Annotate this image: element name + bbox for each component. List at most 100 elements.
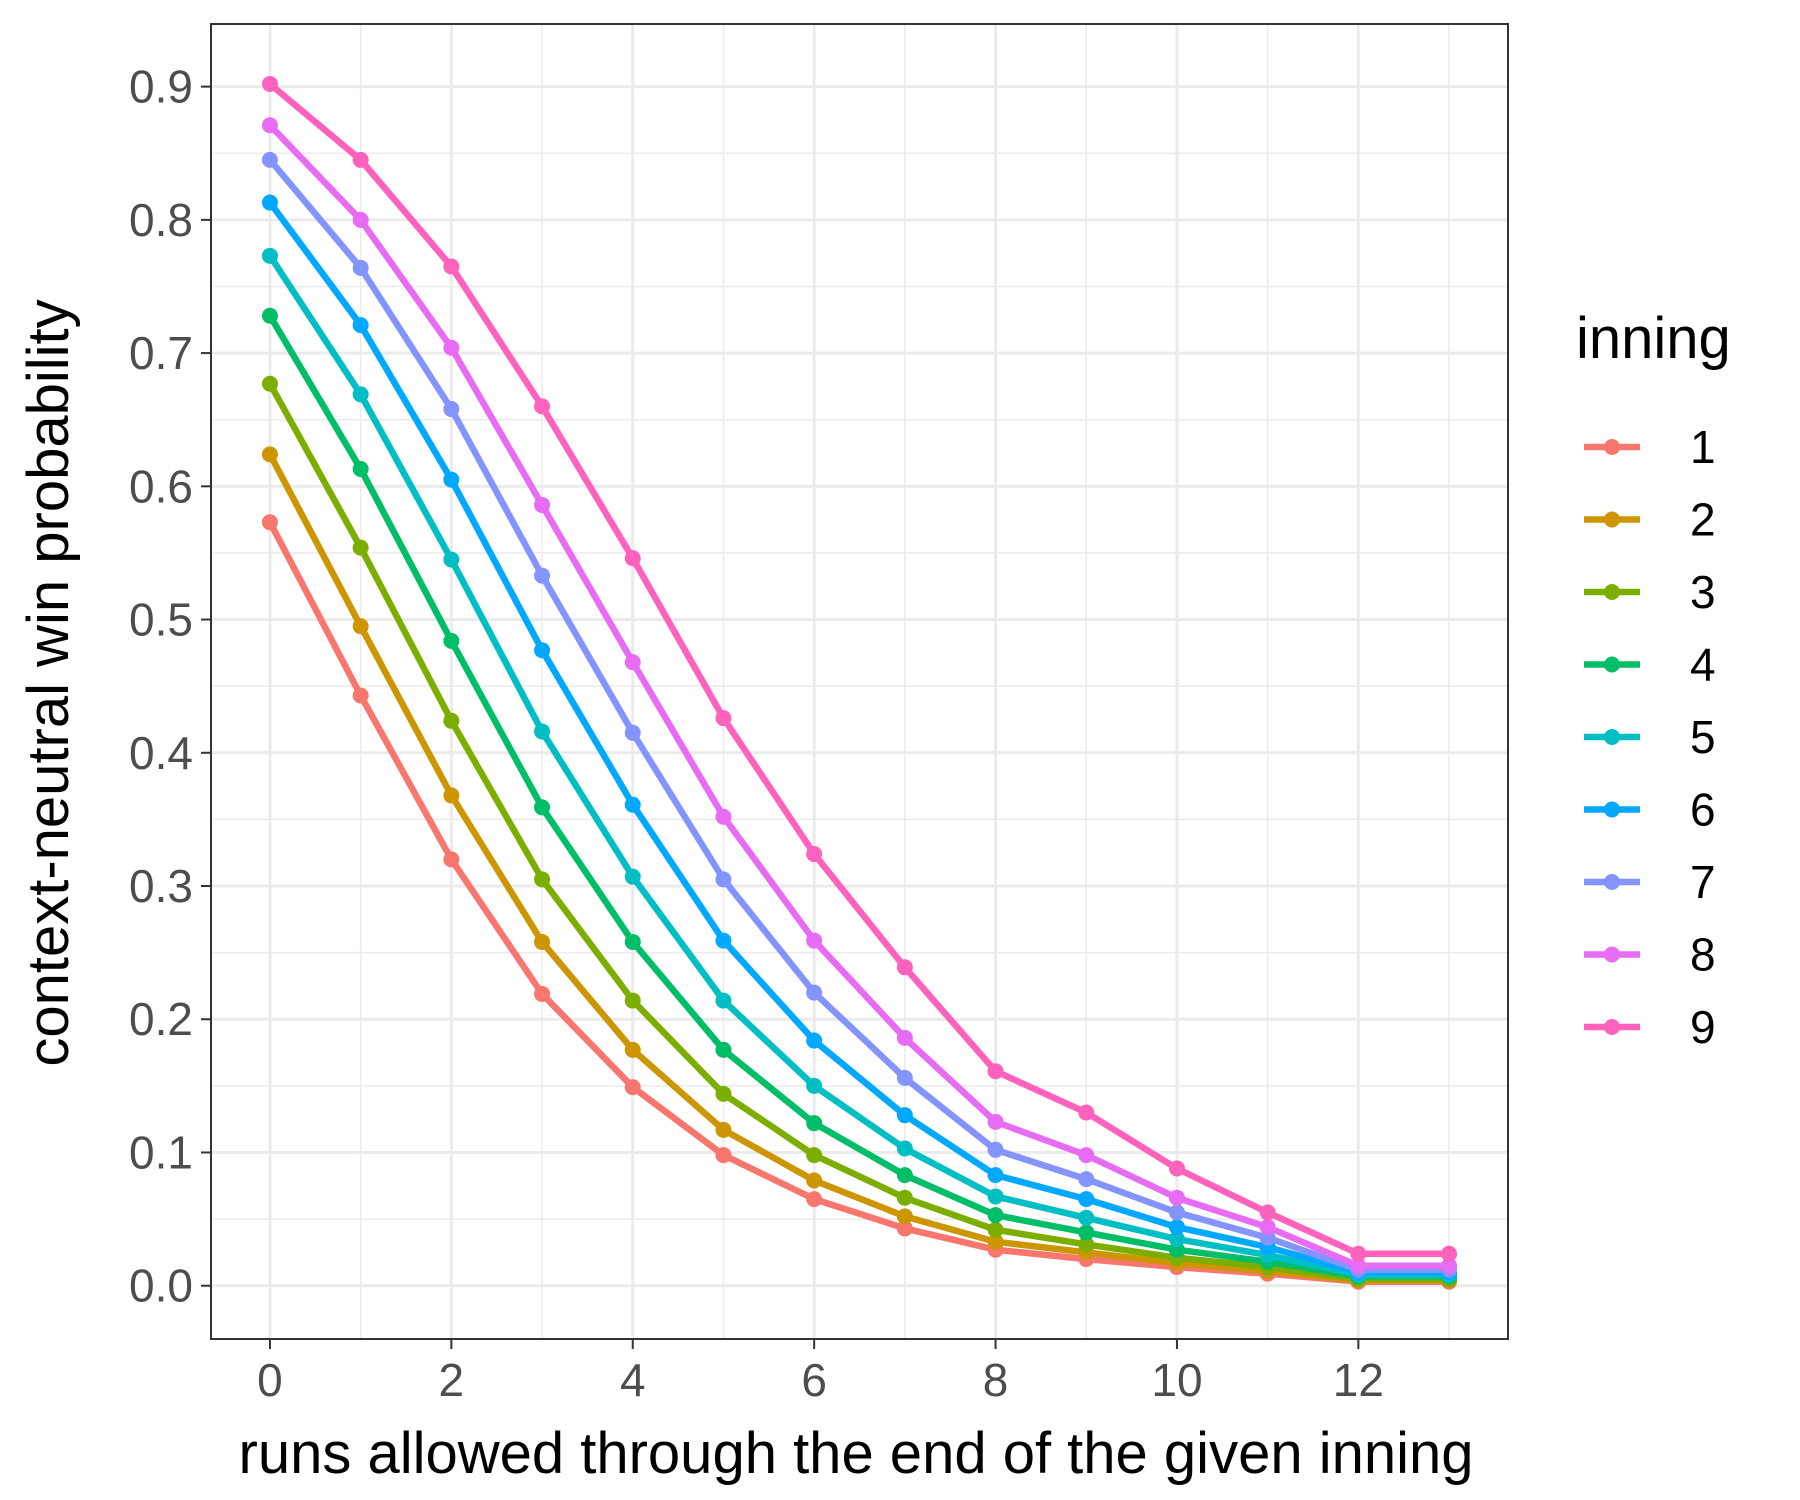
data-point <box>1441 1245 1458 1262</box>
data-point <box>624 654 641 671</box>
y-tick-label: 0.3 <box>129 860 193 912</box>
data-point <box>534 567 551 584</box>
legend-label: 3 <box>1690 566 1716 618</box>
data-point <box>806 932 823 949</box>
data-point <box>896 959 913 976</box>
data-point <box>806 1147 823 1164</box>
data-point <box>352 460 369 477</box>
data-point <box>624 796 641 813</box>
data-point <box>987 1167 1004 1184</box>
data-point <box>987 1233 1004 1250</box>
data-point <box>534 799 551 816</box>
data-point <box>261 151 278 168</box>
data-point <box>1259 1219 1276 1236</box>
series-line <box>266 80 1453 1257</box>
data-point <box>806 846 823 863</box>
x-tick-label: 10 <box>1151 1354 1202 1406</box>
data-point <box>1078 1171 1095 1188</box>
legend-item-8: 8 <box>1584 929 1716 981</box>
y-tick-label: 0.7 <box>129 327 193 379</box>
legend-label: 9 <box>1690 1001 1716 1053</box>
legend-item-2: 2 <box>1584 494 1716 546</box>
data-point <box>443 471 460 488</box>
series-line <box>266 199 1453 1276</box>
data-point <box>715 992 732 1009</box>
data-point <box>534 871 551 888</box>
data-point <box>624 992 641 1009</box>
data-point <box>352 317 369 334</box>
series-line <box>266 312 1453 1280</box>
data-point <box>896 1069 913 1086</box>
data-point <box>261 117 278 134</box>
data-point <box>534 398 551 415</box>
x-tick-label: 0 <box>257 1354 283 1406</box>
data-point <box>352 687 369 704</box>
data-point <box>896 1189 913 1206</box>
legend-key-point <box>1604 656 1620 673</box>
series-line <box>266 122 1453 1269</box>
data-point <box>896 1107 913 1124</box>
legend-label: 8 <box>1690 929 1716 981</box>
legend: inning 1 2 3 4 5 6 7 8 9 <box>1576 306 1731 1053</box>
data-point <box>1078 1224 1095 1241</box>
data-point <box>534 642 551 659</box>
series-line <box>266 380 1453 1283</box>
data-point <box>534 985 551 1002</box>
data-point <box>624 1079 641 1096</box>
series-line <box>266 252 1453 1279</box>
y-tick-label: 0.9 <box>129 61 193 113</box>
data-point <box>1168 1219 1185 1236</box>
data-point <box>1168 1231 1185 1248</box>
y-axis-title: context-neutral win probability <box>16 299 81 1066</box>
x-tick-label: 4 <box>620 1354 646 1406</box>
y-tick-label: 0.0 <box>129 1260 193 1312</box>
legend-key-point <box>1604 1019 1620 1035</box>
data-point <box>715 871 732 888</box>
data-point <box>1078 1209 1095 1226</box>
data-point <box>443 551 460 568</box>
data-point <box>443 851 460 868</box>
data-point <box>987 1188 1004 1205</box>
y-tick-label: 0.5 <box>129 594 193 646</box>
data-point <box>806 1077 823 1094</box>
data-point <box>896 1029 913 1046</box>
legend-item-3: 3 <box>1584 566 1716 618</box>
legend-label: 5 <box>1690 711 1716 763</box>
data-point <box>443 712 460 729</box>
data-point <box>987 1063 1004 1080</box>
data-point <box>987 1113 1004 1130</box>
data-point <box>1259 1204 1276 1221</box>
y-tick-label: 0.6 <box>129 460 193 512</box>
data-point <box>715 710 732 727</box>
data-point <box>261 247 278 264</box>
data-point <box>534 496 551 513</box>
data-point <box>1078 1104 1095 1121</box>
legend-key-point <box>1604 729 1620 745</box>
panel-border <box>210 23 1509 1340</box>
data-point <box>806 1115 823 1132</box>
data-point <box>715 1041 732 1058</box>
data-point <box>624 933 641 950</box>
legend-label: 4 <box>1690 639 1716 691</box>
legend-item-7: 7 <box>1584 856 1716 908</box>
data-point <box>352 386 369 403</box>
series-9 <box>261 75 1458 1262</box>
y-tick-label: 0.1 <box>129 1126 193 1178</box>
y-axis: 0.0 0.1 0.2 0.3 0.4 0.5 0.6 0.7 0.8 0.9 <box>129 61 211 1312</box>
series-8 <box>261 117 1458 1274</box>
data-point <box>896 1140 913 1157</box>
data-point <box>352 151 369 168</box>
data-point <box>715 1147 732 1164</box>
data-point <box>1350 1245 1367 1262</box>
data-point <box>896 1220 913 1237</box>
data-point <box>806 1032 823 1049</box>
data-point <box>1168 1189 1185 1206</box>
y-tick-label: 0.2 <box>129 993 193 1045</box>
data-point <box>1168 1204 1185 1221</box>
data-point <box>261 75 278 92</box>
y-tick-label: 0.4 <box>129 727 193 779</box>
legend-key-point <box>1604 439 1620 455</box>
data-point <box>534 933 551 950</box>
data-point <box>806 984 823 1001</box>
data-point <box>352 539 369 556</box>
